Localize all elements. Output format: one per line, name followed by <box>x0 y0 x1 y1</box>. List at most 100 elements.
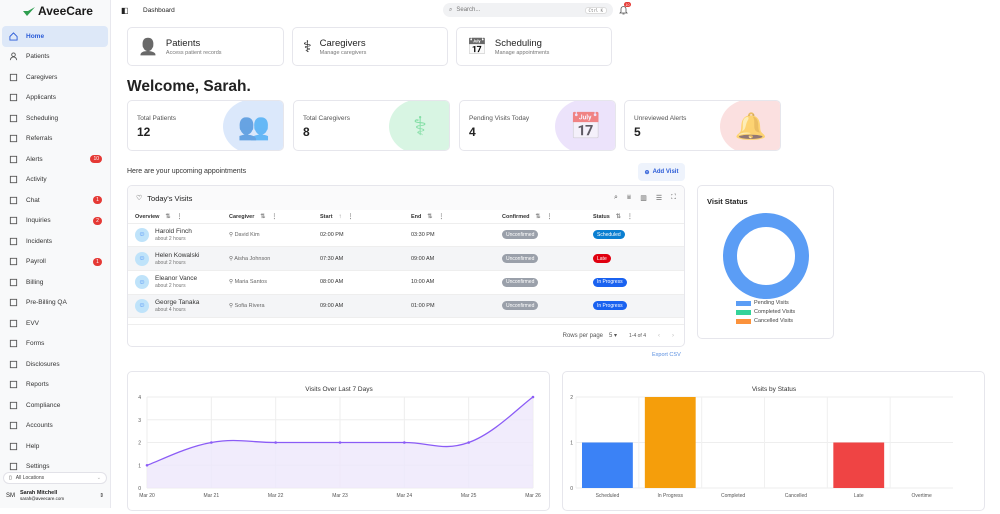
sort-icon[interactable]: ⇅ <box>260 213 266 220</box>
column-label: End <box>411 213 422 220</box>
sidebar-item-alerts[interactable]: Alerts 10 <box>2 149 108 170</box>
location-select[interactable]: ▯ All Locations ⌄ <box>3 472 107 484</box>
columns-icon[interactable]: ▥ <box>640 195 647 202</box>
stat-card[interactable]: Total Patients 12 👥 <box>127 100 284 151</box>
table-row[interactable]: ☺ Helen Kowalski about 2 hours ⚲ Aisha Joh… <box>128 246 684 271</box>
quick-card-patients[interactable]: 👤 Patients Access patient records <box>127 27 284 66</box>
stat-label: Unreviewed Alerts <box>634 115 687 122</box>
settings-icon <box>9 463 18 471</box>
status-badge: Scheduled <box>593 230 625 240</box>
help-icon <box>9 442 18 450</box>
y-tick-label: 2 <box>138 441 141 447</box>
sort-icon[interactable]: ⇅ <box>535 213 541 220</box>
sidebar-item-forms[interactable]: Forms <box>2 334 108 355</box>
sidebar-item-incidents[interactable]: Incidents <box>2 231 108 252</box>
sidebar-item-label: Settings <box>26 463 50 471</box>
column-menu-icon[interactable]: ⋮ <box>546 213 553 220</box>
sidebar-item-reports[interactable]: Reports <box>2 375 108 396</box>
sidebar-item-help[interactable]: Help <box>2 436 108 457</box>
sidebar-item-compliance[interactable]: Compliance <box>2 395 108 416</box>
sidebar-item-chat[interactable]: Chat 1 <box>2 190 108 211</box>
column-header-status[interactable]: Status ⇅ ⋮ <box>586 210 684 224</box>
sidebar-item-billing[interactable]: Billing <box>2 272 108 293</box>
data-point <box>467 441 470 444</box>
table-row[interactable]: ☺ George Tanaka about 4 hours ⚲ Sofia Rive… <box>128 294 684 319</box>
sidebar-item-inquiries[interactable]: Inquiries 2 <box>2 211 108 232</box>
density-icon[interactable]: ☰ <box>655 195 663 202</box>
quick-card-subtitle: Manage caregivers <box>319 49 367 56</box>
column-menu-icon[interactable]: ⋮ <box>626 213 633 220</box>
sidebar-item-disclosures[interactable]: Disclosures <box>2 354 108 375</box>
column-header-overview[interactable]: Overview ⇅ ⋮ <box>128 210 222 224</box>
sort-icon[interactable]: ⇅ <box>427 213 433 220</box>
sidebar-toggle-icon[interactable]: ◧ <box>121 6 129 15</box>
sidebar-item-referrals[interactable]: Referrals <box>2 129 108 150</box>
column-header-start[interactable]: Start ↑ ⋮ <box>313 210 404 224</box>
sidebar-item-label: Forms <box>26 340 45 348</box>
patient-avatar-icon: ☺ <box>135 251 149 266</box>
notifications-button[interactable]: 10 <box>619 2 631 17</box>
quick-card-scheduling[interactable]: 📅 Scheduling Manage appointments <box>456 27 612 66</box>
sidebar-item-accounts[interactable]: Accounts <box>2 416 108 437</box>
confirmed-badge: Unconfirmed <box>502 277 539 287</box>
search-icon[interactable]: ⌕ <box>614 194 618 201</box>
stat-label: Total Caregivers <box>303 115 350 122</box>
column-header-confirmed[interactable]: Confirmed ⇅ ⋮ <box>495 210 586 224</box>
column-menu-icon[interactable]: ⋮ <box>347 213 354 220</box>
stat-card[interactable]: Unreviewed Alerts 5 🔔 <box>624 100 781 151</box>
start-time: 07:30 AM <box>313 246 404 271</box>
legend-label: Completed Visits <box>754 309 796 315</box>
x-tick-label: Mar 21 <box>204 493 220 499</box>
sidebar-item-payroll[interactable]: Payroll 1 <box>2 252 108 273</box>
status-badge: Late <box>593 254 611 264</box>
logo[interactable]: AveeCare <box>22 4 93 18</box>
x-tick-label: Mar 20 <box>139 493 155 499</box>
sort-icon[interactable]: ⇅ <box>615 213 621 220</box>
quick-card-caregivers[interactable]: ⚕ Caregivers Manage caregivers <box>292 27 448 66</box>
file-icon <box>9 340 18 348</box>
sidebar-item-settings[interactable]: Settings <box>2 457 108 478</box>
table-row[interactable]: ☺ Eleanor Vance about 2 hours ⚲ Maria Sant… <box>128 270 684 295</box>
prev-page-button[interactable]: ‹ <box>658 332 660 339</box>
stat-card[interactable]: Pending Visits Today 4 📅 <box>459 100 616 151</box>
column-menu-icon[interactable]: ⋮ <box>271 213 278 220</box>
sidebar-item-applicants[interactable]: Applicants <box>2 88 108 109</box>
column-menu-icon[interactable]: ⋮ <box>176 213 183 220</box>
column-header-caregiver[interactable]: Caregiver ⇅ ⋮ <box>222 210 313 224</box>
rows-per-page-select[interactable]: 5 ▾ <box>609 333 618 339</box>
visits-table-card: ♡ Today's Visits ⌕ ⩸ ▥ ☰ ⛶ Overview ⇅ ⋮ Caregiv… <box>127 185 685 347</box>
sidebar-item-evv[interactable]: EVV <box>2 313 108 334</box>
fullscreen-icon[interactable]: ⛶ <box>671 194 676 201</box>
column-header-end[interactable]: End ⇅ ⋮ <box>404 210 495 224</box>
stat-card[interactable]: Total Caregivers 8 ⚕ <box>293 100 450 151</box>
export-csv-link[interactable]: Export CSV <box>652 352 681 358</box>
sidebar-item-caregivers[interactable]: Caregivers <box>2 67 108 88</box>
badge-check-icon <box>9 319 18 327</box>
next-page-button[interactable]: › <box>672 332 674 339</box>
bell-icon <box>619 6 628 15</box>
sort-icon[interactable]: ↑ <box>338 213 342 220</box>
sidebar-item-activity[interactable]: Activity <box>2 170 108 191</box>
sidebar-item-label: Caregivers <box>26 73 58 81</box>
visit-status-donut <box>723 213 809 299</box>
user-icon: ⚲ <box>229 255 235 262</box>
data-point <box>210 441 213 444</box>
user-menu[interactable]: SM Sarah Mitchell sarah@aveecare.com ⇕ <box>6 490 104 501</box>
search-input[interactable]: ⌕ Search... Ctrl K <box>443 3 613 17</box>
table-row[interactable]: ☺ Harold Finch about 2 hours ⚲ David Kim 0… <box>128 223 684 248</box>
quick-card-title: Caregivers <box>319 37 366 49</box>
sidebar-item-patients[interactable]: Patients <box>2 47 108 68</box>
column-label: Caregiver <box>229 213 255 220</box>
user-icon: ⚲ <box>229 279 235 286</box>
sidebar-item-home[interactable]: Home <box>2 26 108 47</box>
confirmed-badge: Unconfirmed <box>502 254 539 264</box>
sort-icon[interactable]: ⇅ <box>165 213 171 220</box>
x-tick-label: Mar 23 <box>332 493 348 499</box>
column-menu-icon[interactable]: ⋮ <box>438 213 445 220</box>
filter-icon[interactable]: ⩸ <box>626 194 632 201</box>
sidebar-badge: 1 <box>93 257 102 266</box>
sidebar-item-scheduling[interactable]: Scheduling <box>2 108 108 129</box>
add-visit-button[interactable]: ⊕ Add Visit <box>638 163 685 181</box>
patient-name: Helen Kowalski <box>155 251 200 259</box>
sidebar-item-pre-billing-qa[interactable]: Pre-Billing QA <box>2 293 108 314</box>
